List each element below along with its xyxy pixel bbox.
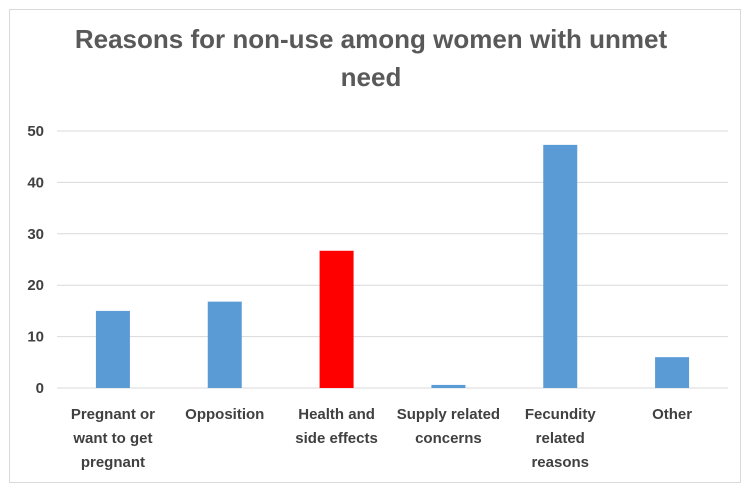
x-tick-label-line: Health and [298, 406, 375, 423]
bar [655, 357, 690, 388]
y-tick-label: 40 [27, 174, 44, 191]
x-tick-label: Pregnant or want to get pregnant [71, 406, 155, 471]
y-tick-label: 30 [27, 226, 44, 243]
chart-title-line-2: need [340, 62, 402, 92]
x-tick-label-line: want to get [72, 430, 152, 447]
x-tick-label-line: pregnant [81, 454, 145, 471]
x-axis-labels: Pregnant or want to get pregnant Opposition… [71, 406, 692, 471]
y-tick-label: 50 [27, 123, 44, 140]
bar [207, 301, 242, 388]
x-tick-label: Opposition [185, 406, 264, 423]
x-tick-label-line: side effects [295, 430, 378, 447]
y-tick-label: 10 [27, 329, 44, 346]
chart-title: Reasons for non-use among women with unm… [0, 20, 742, 96]
x-tick-label: Other [652, 406, 692, 423]
x-tick-label-line: reasons [531, 454, 589, 471]
y-axis-ticks: 0 10 20 30 40 50 [27, 123, 44, 397]
x-tick-label: Fecundity related reasons [525, 406, 596, 471]
x-tick-label: Health and side effects [295, 406, 378, 447]
bar [431, 384, 466, 388]
gridlines [57, 130, 728, 389]
x-tick-label: Supply related concerns [397, 406, 500, 447]
x-tick-label-line: Opposition [185, 406, 264, 423]
x-tick-label-line: Pregnant or [71, 406, 155, 423]
bars [95, 144, 690, 388]
x-tick-label-line: Fecundity [525, 406, 596, 423]
chart-title-line-1: Reasons for non-use among women with unm… [74, 24, 668, 54]
x-tick-label-line: concerns [415, 430, 482, 447]
x-tick-label-line: Supply related [397, 406, 500, 423]
x-tick-label-line: related [536, 430, 585, 447]
bar [543, 144, 578, 388]
bar [95, 310, 130, 388]
chart-frame [9, 9, 741, 483]
bar [319, 250, 354, 388]
y-tick-label: 0 [36, 380, 44, 397]
y-tick-label: 20 [27, 277, 44, 294]
x-tick-label-line: Other [652, 406, 692, 423]
